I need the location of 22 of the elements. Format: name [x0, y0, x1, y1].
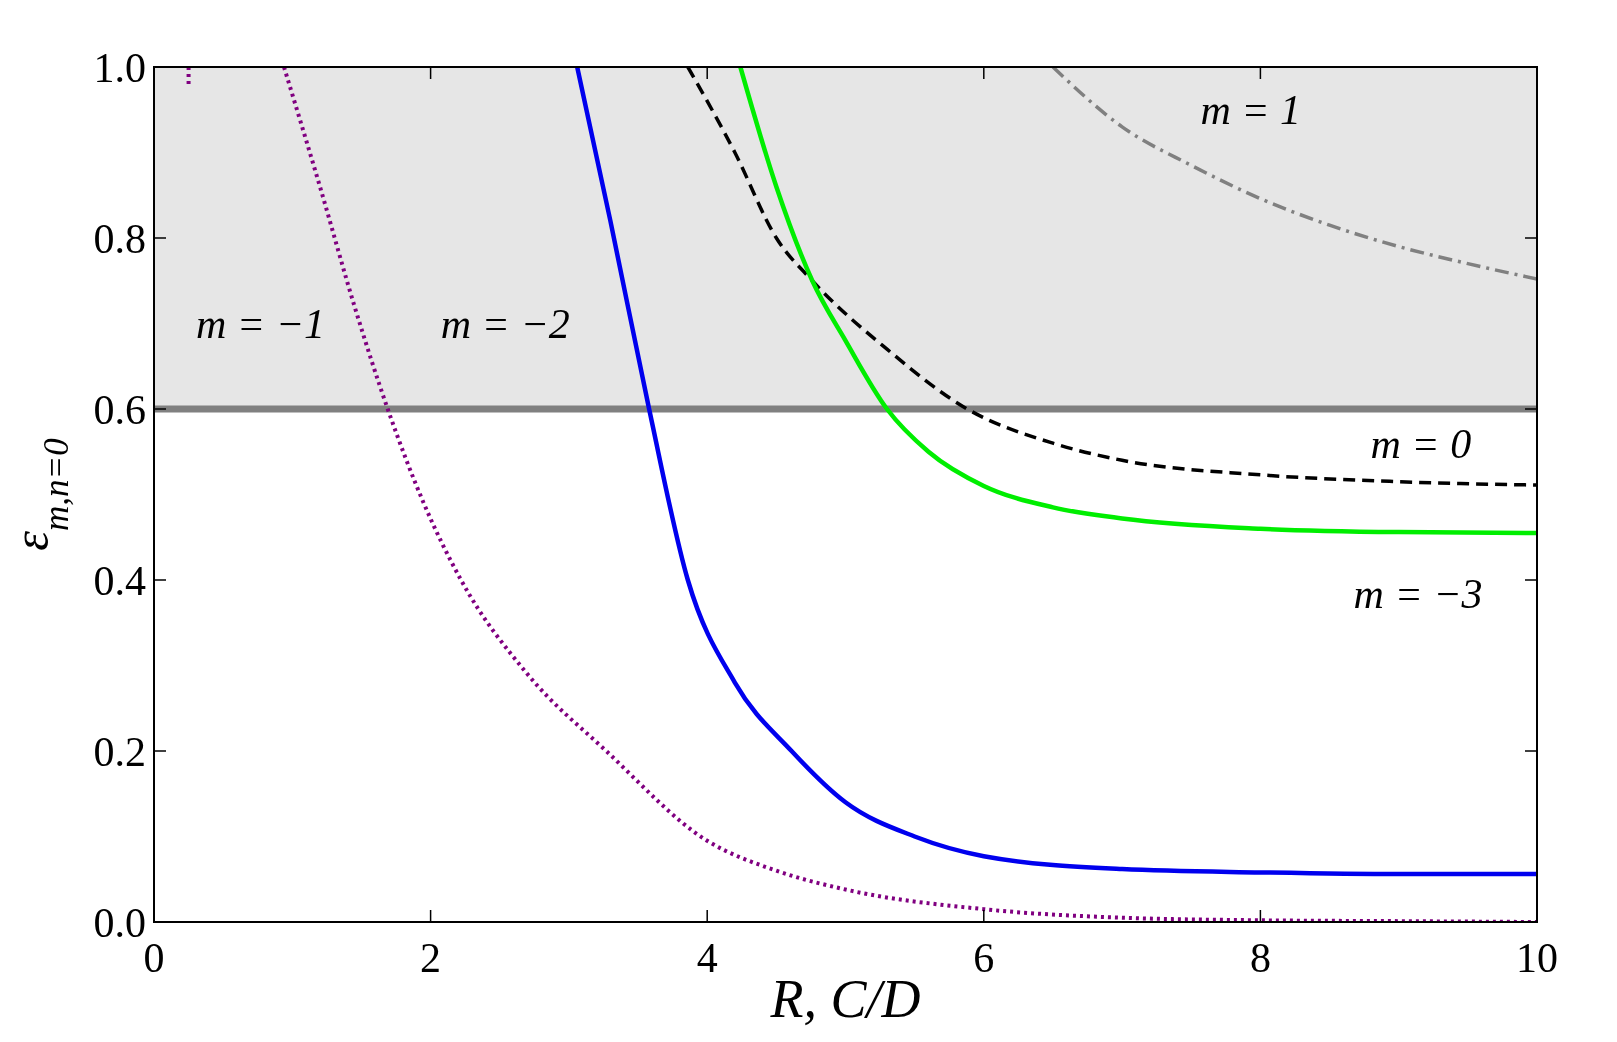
x-tick-label: 10 [1516, 935, 1558, 981]
annotation: m = 1 [1200, 87, 1302, 134]
y-tick-label: 0.0 [93, 899, 146, 946]
y-tick-label: 0.4 [93, 557, 146, 604]
line-series [1051, 67, 1537, 281]
x-tick-label: 0 [143, 935, 165, 981]
annotation: m = −1 [195, 301, 325, 348]
y-tick-label: 0.2 [93, 728, 146, 775]
y-tick-label: 0.6 [93, 386, 146, 433]
line-series [738, 67, 1537, 536]
annotation: m = −2 [440, 301, 570, 348]
x-tick-label: 4 [696, 935, 718, 981]
line-series [574, 67, 1537, 877]
x-tick-label: 8 [1249, 935, 1271, 981]
y-tick-label: 1.0 [93, 44, 146, 91]
x-tick-label: 6 [973, 935, 995, 981]
y-tick-label: 0.8 [93, 215, 146, 262]
line-series [282, 67, 1537, 922]
x-tick-label: 2 [420, 935, 442, 981]
annotation: m = 0 [1370, 420, 1472, 467]
annotation: m = −3 [1353, 570, 1483, 617]
x-axis-title: R, C/D [769, 969, 921, 1029]
